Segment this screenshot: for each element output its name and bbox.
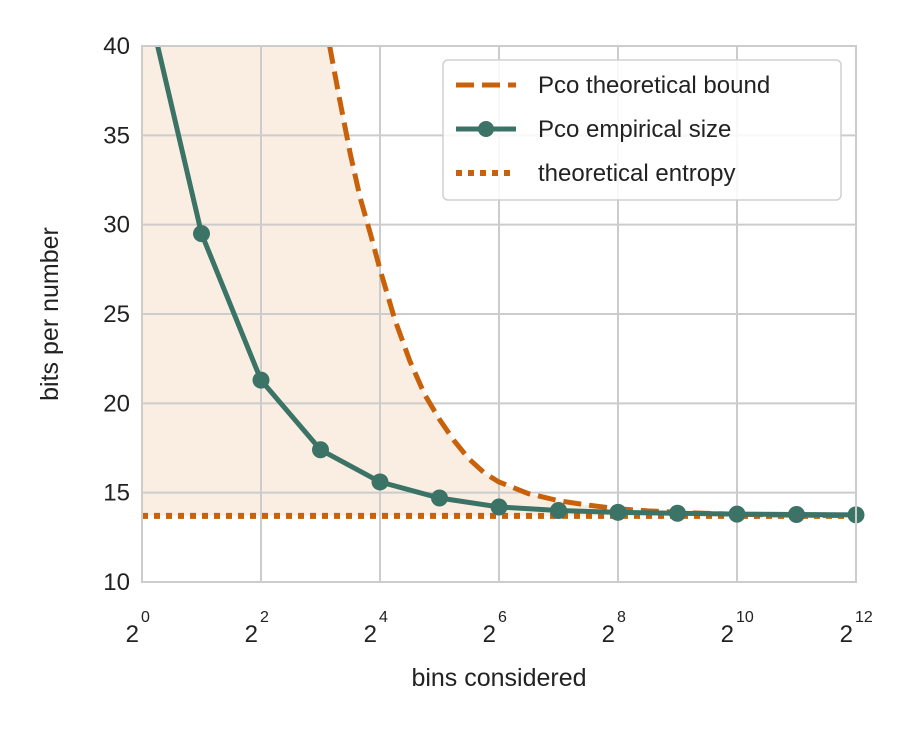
- y-tick-label: 25: [103, 301, 130, 328]
- x-tick-exponent: 4: [379, 609, 388, 626]
- y-tick-label: 40: [103, 33, 130, 60]
- series-empirical-point: [550, 502, 567, 520]
- series-empirical-point: [252, 371, 270, 389]
- legend-label-bound: Pco theoretical bound: [538, 72, 770, 99]
- y-tick-label: 15: [103, 480, 130, 507]
- x-tick-exponent: 12: [855, 609, 873, 626]
- y-tick-label: 20: [103, 390, 130, 417]
- x-tick-label: 20: [126, 609, 150, 648]
- x-tick-exponent: 0: [141, 609, 150, 626]
- x-tick-base: 2: [483, 621, 496, 648]
- series-empirical-point: [371, 473, 389, 491]
- shaded-region: [142, 46, 856, 516]
- series-layer: [142, 46, 865, 524]
- series-empirical-point: [669, 504, 686, 522]
- series-empirical-point: [431, 489, 448, 507]
- y-tick-labels: 10 15 20 25 30 35 40: [103, 33, 130, 596]
- legend-marker-empirical: [478, 121, 494, 137]
- x-tick-label: 28: [602, 609, 626, 648]
- x-tick-label: 212: [840, 609, 873, 648]
- x-tick-label: 22: [245, 609, 269, 648]
- series-empirical-point: [193, 225, 210, 243]
- y-tick-label: 10: [103, 569, 130, 596]
- series-empirical-point: [312, 441, 329, 459]
- x-tick-base: 2: [602, 621, 615, 648]
- plot-frame: [141, 45, 857, 583]
- x-tick-base: 2: [840, 621, 853, 648]
- x-tick-exponent: 2: [260, 609, 269, 626]
- series-empirical-point: [490, 498, 508, 516]
- legend-label-entropy: theoretical entropy: [538, 160, 735, 187]
- x-tick-exponent: 8: [617, 609, 626, 626]
- series-empirical-point: [609, 503, 627, 521]
- series-empirical-point: [788, 505, 805, 523]
- x-tick-base: 2: [126, 621, 139, 648]
- y-axis-label: bits per number: [36, 227, 64, 401]
- legend-label-empirical: Pco empirical size: [538, 116, 731, 143]
- legend-box: [442, 59, 842, 201]
- series-empirical-point: [728, 505, 746, 523]
- y-tick-label: 35: [103, 122, 130, 149]
- x-tick-label: 210: [721, 609, 754, 648]
- x-tick-base: 2: [364, 621, 377, 648]
- x-tick-label: 24: [364, 609, 388, 648]
- x-axis-label: bins considered: [411, 664, 586, 692]
- x-tick-label: 26: [483, 609, 507, 648]
- x-tick-exponent: 10: [736, 609, 754, 626]
- legend: Pco theoretical bound Pco empirical size…: [442, 59, 842, 201]
- x-tick-base: 2: [245, 621, 258, 648]
- y-tick-label: 30: [103, 212, 130, 239]
- x-tick-base: 2: [721, 621, 734, 648]
- x-tick-exponent: 6: [498, 609, 507, 626]
